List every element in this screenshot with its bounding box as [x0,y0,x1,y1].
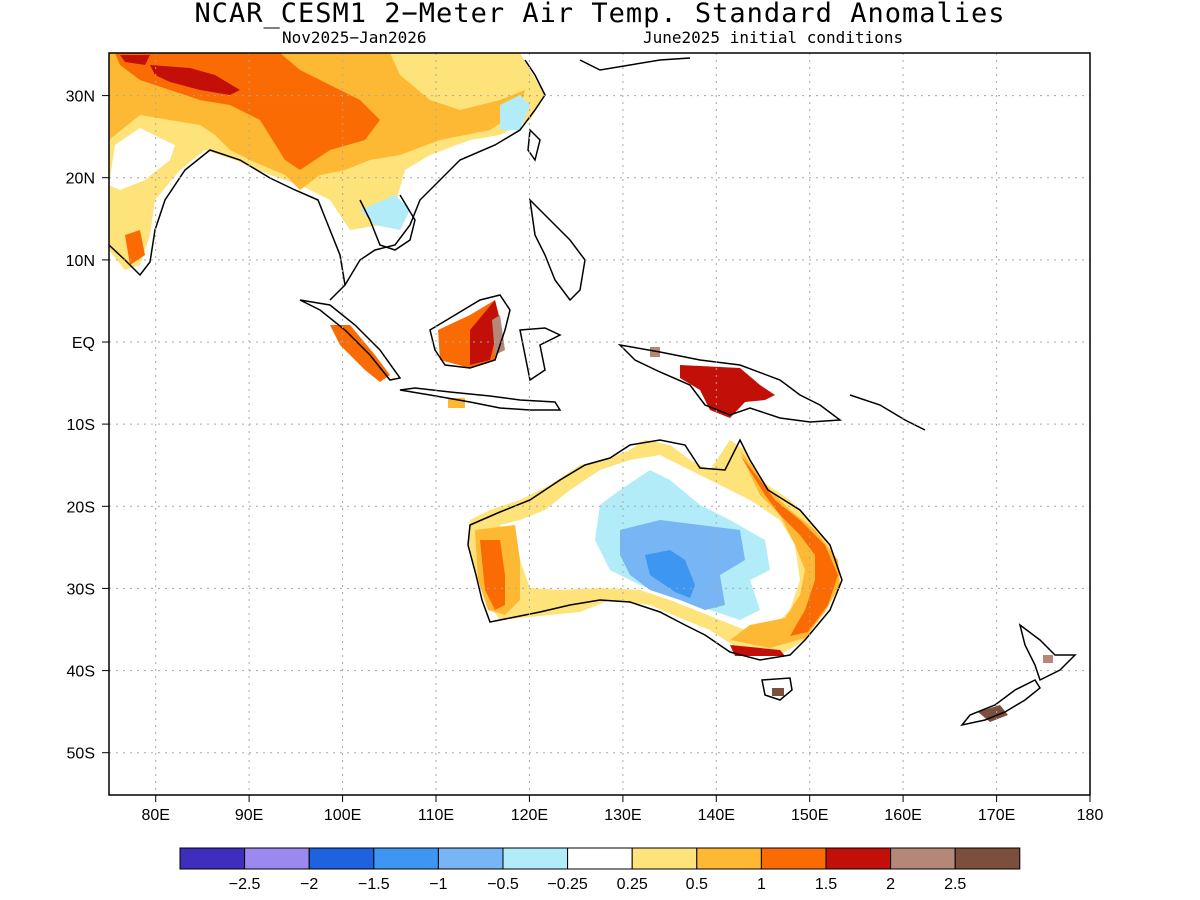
lon-label: 170E [978,807,1015,824]
colorbar: −2.5 −2 −1.5 −1 −0.5 −0.25 0.25 0.5 1 1.5 2 2.5 [179,847,1021,893]
colorbar-label: 1 [757,876,766,893]
taiwan-coast [527,128,541,162]
china-blue [360,95,530,230]
java-coast [399,387,562,411]
borneo-red [470,300,500,365]
sulawesi-coast [519,327,562,382]
colorbar-swatch [954,847,1021,870]
lat-label: 30S [67,581,95,598]
colorbar-swatch [696,847,762,870]
australia-darkorange-west [480,540,505,610]
colorbar-swatch [308,847,375,870]
nz-south-brown [978,705,1008,722]
nz-south-coast [960,679,1041,727]
colorbar-label: 2.5 [944,876,966,893]
india-white [109,128,175,190]
colorbar-swatch [244,847,310,870]
map-title: NCAR_CESM1 2−Meter Air Temp. Standard An… [194,0,1006,29]
tasmania-brown [772,688,784,696]
colorbar-swatch [437,847,504,870]
lon-label: 130E [604,807,641,824]
latitude-labels: 30N 20N 10N EQ 10S 20S 30S 40S 50S [66,89,95,763]
colorbar-label: 2 [886,876,895,893]
lat-label: 50S [67,746,95,763]
colorbar-swatch [631,847,698,870]
australia-deepblue [645,550,695,598]
colorbar-swatch [567,847,633,870]
colorbar-swatch [760,847,827,870]
colorbar-label: 0.5 [686,876,708,893]
australia-coast [467,438,843,661]
asia-anomaly-red [120,55,240,95]
lat-label: 10S [67,417,95,434]
sumatra-orange [330,325,390,382]
new-guinea-coast [617,343,843,423]
lon-label: 100E [324,807,361,824]
lon-label: 110E [418,807,454,824]
lon-label: 160E [884,807,921,824]
new-guinea-red [680,365,775,418]
lat-label: 10N [66,253,95,270]
colorbar-swatch [825,847,892,870]
colorbar-label: −1.5 [358,876,390,893]
lat-label: 40S [67,664,95,681]
gridlines [109,53,1090,795]
japan-coast [579,57,691,71]
philippines-coast [528,197,586,302]
borneo-brown [492,315,505,355]
lat-label: 20S [67,499,95,516]
lon-label: 120E [511,807,548,824]
anomaly-field [109,53,1053,722]
longitude-labels: 80E 90E 100E 110E 120E 130E 140E 150E 16… [141,807,1103,824]
lon-label: 90E [235,807,263,824]
colorbar-label: −2 [300,876,318,893]
initial-conditions: June2025 initial conditions [643,28,904,47]
borneo-coast [429,294,511,369]
australia-darkorange-east [740,455,838,636]
lat-label: 30N [66,89,95,106]
colorbar-label: −0.25 [547,876,588,893]
colorbar-swatch [179,847,246,870]
tasmania-coast [761,677,793,701]
png-brown [650,347,660,357]
coastlines [109,57,1077,727]
lon-label: 150E [791,807,828,824]
colorbar-label: 0.25 [617,876,648,893]
colorbar-swatch [890,847,956,870]
colorbar-label: −1 [429,876,447,893]
asia-coast [109,59,546,301]
sumatra-coast [299,299,402,381]
colorbar-label: 1.5 [815,876,837,893]
colorbar-swatch [373,847,439,870]
nz-north-coast [1018,623,1077,682]
lat-label: EQ [72,335,95,352]
australia-red-se [730,645,785,656]
forecast-period: Nov2025−Jan2026 [282,28,427,47]
lon-label: 80E [141,807,169,824]
lat-label: 20N [66,171,95,188]
lon-label: 140E [698,807,735,824]
solomon-islands-coast [849,394,926,431]
indochina-coast [359,194,416,251]
colorbar-label: −0.5 [487,876,519,893]
colorbar-swatch [502,847,569,870]
tick-marks [102,95,1091,802]
nz-north-brown [1043,655,1053,663]
lon-label: 180 [1077,807,1104,824]
india-orange-coast [125,230,145,265]
colorbar-label: −2.5 [229,876,261,893]
